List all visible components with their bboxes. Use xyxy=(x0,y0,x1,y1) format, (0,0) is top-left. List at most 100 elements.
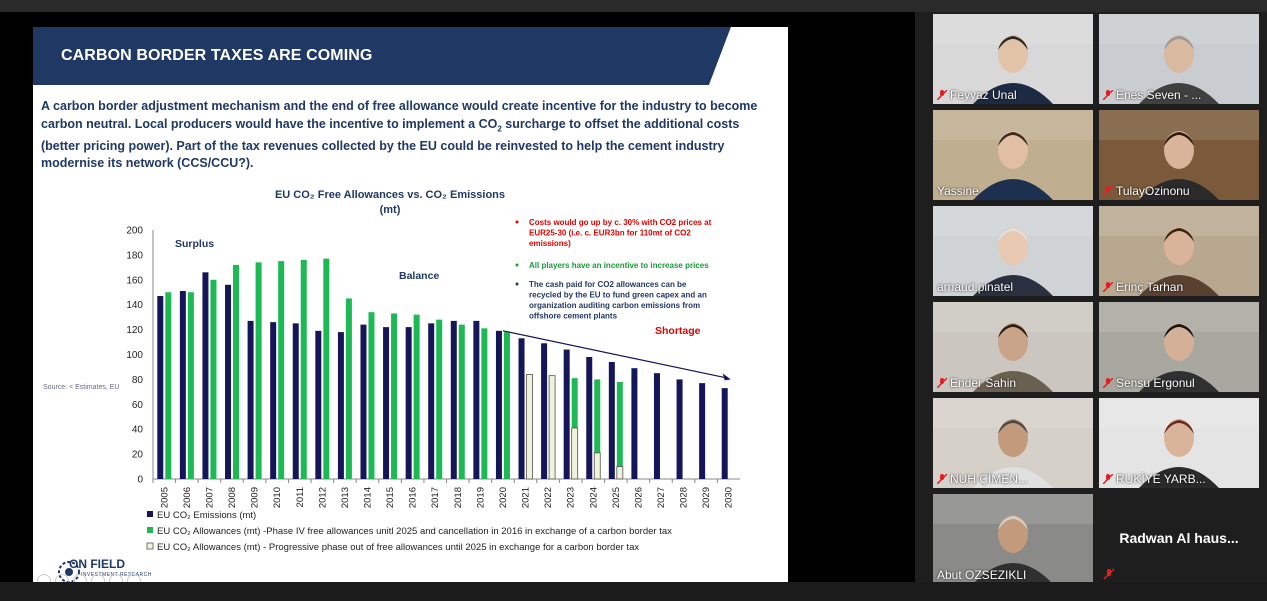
mic-muted-icon xyxy=(1103,90,1113,100)
x-tick-label: 2026 xyxy=(633,487,644,508)
x-tick-label: 2030 xyxy=(724,487,735,508)
participant-name: Sensu Ergonul xyxy=(1116,376,1195,390)
bullet-costs-dot xyxy=(515,220,519,224)
x-tick-label: 2008 xyxy=(227,487,238,508)
chart-title-line-1: EU CO₂ Free Allowances vs. CO₂ Emissions xyxy=(275,189,505,201)
x-tick-label: 2014 xyxy=(362,487,373,508)
bullet-costs-line: emissions) xyxy=(529,239,571,248)
bar-allowances-phase-iv xyxy=(187,292,194,479)
legend-swatch xyxy=(147,527,153,533)
bar-emissions xyxy=(699,383,706,479)
intro-subscript: 2 xyxy=(497,124,502,133)
x-tick-label: 2023 xyxy=(566,487,577,508)
bar-emissions xyxy=(247,320,254,479)
bar-emissions xyxy=(586,356,593,479)
participant-tile[interactable]: Ender Sahin xyxy=(933,302,1093,392)
bar-emissions xyxy=(631,368,638,479)
x-tick-label: 2013 xyxy=(340,487,351,508)
app-top-bar xyxy=(0,0,1267,12)
bar-allowances-phase-iv xyxy=(323,258,330,479)
participant-tile[interactable]: RUKİYE YARB... xyxy=(1099,398,1259,488)
emissions-chart: EU CO₂ Free Allowances vs. CO₂ Emissions… xyxy=(43,189,740,553)
bar-allowances-phase-out xyxy=(593,452,601,480)
participant-video xyxy=(1099,206,1259,296)
bar-allowances-phase-out xyxy=(526,374,533,480)
bullet-cash-line: The cash paid for CO2 allowances can be xyxy=(529,280,687,289)
slide-intro-text: A carbon border adjustment mechanism and… xyxy=(41,98,781,173)
mic-muted-icon xyxy=(1103,186,1113,196)
x-tick-label: 2009 xyxy=(250,487,261,508)
participant-name-label: RUKİYE YARB... xyxy=(1103,472,1206,486)
bullet-prices-line: All players have an incentive to increas… xyxy=(529,261,709,270)
bar-emissions xyxy=(428,323,435,479)
bar-emissions xyxy=(608,361,615,479)
participant-name-label: Ender Sahin xyxy=(937,376,1016,390)
x-tick-label: 2018 xyxy=(453,487,464,508)
legend-label: EU CO₂ Allowances (mt) - Progressive pha… xyxy=(157,542,639,553)
y-tick-label: 0 xyxy=(137,475,143,486)
bar-emissions xyxy=(315,330,322,479)
participant-name: Feyyaz Unal xyxy=(950,88,1017,102)
participant-tile[interactable]: Yassine xyxy=(933,110,1093,200)
y-tick-label: 200 xyxy=(126,226,143,237)
participant-tile[interactable]: arnaud.pinatel xyxy=(933,206,1093,296)
x-tick-label: 2010 xyxy=(272,487,283,508)
participant-name: Yassine xyxy=(937,184,979,198)
participant-video xyxy=(933,110,1093,200)
participant-video xyxy=(933,398,1093,488)
bar-allowances-phase-iv xyxy=(233,264,240,479)
mic-muted-icon xyxy=(937,90,947,100)
bar-emissions xyxy=(292,323,299,479)
participant-tile[interactable]: TulayOzinonu xyxy=(1099,110,1259,200)
participant-tile[interactable]: Erinç Tarhan xyxy=(1099,206,1259,296)
mic-muted-icon xyxy=(1103,568,1115,580)
bar-allowances-phase-iv xyxy=(210,279,217,479)
mic-muted-icon xyxy=(1103,282,1113,292)
participant-tile[interactable]: Sensu Ergonul xyxy=(1099,302,1259,392)
participant-name: Abut OZSEZIKLI xyxy=(937,568,1027,582)
bullet-costs-line: Costs would go up by c. 30% with CO2 pri… xyxy=(529,218,712,227)
trend-arrow-head xyxy=(722,373,731,381)
bar-allowances-phase-iv xyxy=(458,324,465,479)
bullet-prices-dot xyxy=(515,263,519,267)
participant-name-label: Abut OZSEZIKLI xyxy=(937,568,1026,582)
bar-emissions xyxy=(405,327,412,479)
trend-arrow-line xyxy=(502,330,727,379)
participant-video xyxy=(933,14,1093,104)
participant-name-label: Yassine xyxy=(937,184,979,198)
participant-name-label: arnaud.pinatel xyxy=(937,280,1013,294)
chart-title-line-2: (mt) xyxy=(380,204,401,216)
participant-tile[interactable]: Abut OZSEZIKLI xyxy=(933,494,1093,584)
bar-allowances-phase-iv xyxy=(413,314,420,479)
x-tick-label: 2027 xyxy=(656,487,667,508)
participant-video xyxy=(1099,14,1259,104)
bar-emissions xyxy=(541,343,548,479)
participant-tile[interactable]: Enes Seven - ... xyxy=(1099,14,1259,104)
participant-name-label: Erinç Tarhan xyxy=(1103,280,1183,294)
bar-allowances-phase-iv xyxy=(255,262,262,479)
y-tick-label: 140 xyxy=(126,300,143,311)
bar-emissions xyxy=(202,272,209,479)
participants-panel: Feyyaz Unal Enes Seven - ... Yassine TulayO… xyxy=(915,12,1267,584)
participant-tile[interactable]: Feyyaz Unal xyxy=(933,14,1093,104)
x-tick-label: 2029 xyxy=(701,487,712,508)
participant-video xyxy=(1099,398,1259,488)
annotation-shortage: Shortage xyxy=(655,325,701,337)
x-tick-label: 2020 xyxy=(498,487,509,508)
participant-name-label: Sensu Ergonul xyxy=(1103,376,1195,390)
bullet-costs-line: EUR25-30 (i.e. c. EUR3bn for 110mt of CO… xyxy=(529,229,691,238)
participant-name: Ender Sahin xyxy=(950,376,1017,390)
y-tick-label: 180 xyxy=(126,250,143,261)
legend-label: EU CO₂ Emissions (mt) xyxy=(157,510,256,521)
chart-source: Source: < Estimates, EU xyxy=(43,384,119,391)
x-tick-label: 2025 xyxy=(611,487,622,508)
bar-allowances-phase-iv xyxy=(616,381,623,479)
participant-name-label: TulayOzinonu xyxy=(1103,184,1190,198)
legend-swatch xyxy=(146,542,154,550)
participant-tile[interactable]: NUH ÇİMEN... xyxy=(933,398,1093,488)
bullet-cash-line: offshore cement plants xyxy=(529,312,618,321)
bar-emissions xyxy=(721,388,728,479)
participant-tile[interactable]: Radwan Al haus... xyxy=(1099,494,1259,584)
bar-emissions xyxy=(473,320,480,479)
banner-shape xyxy=(33,27,788,85)
